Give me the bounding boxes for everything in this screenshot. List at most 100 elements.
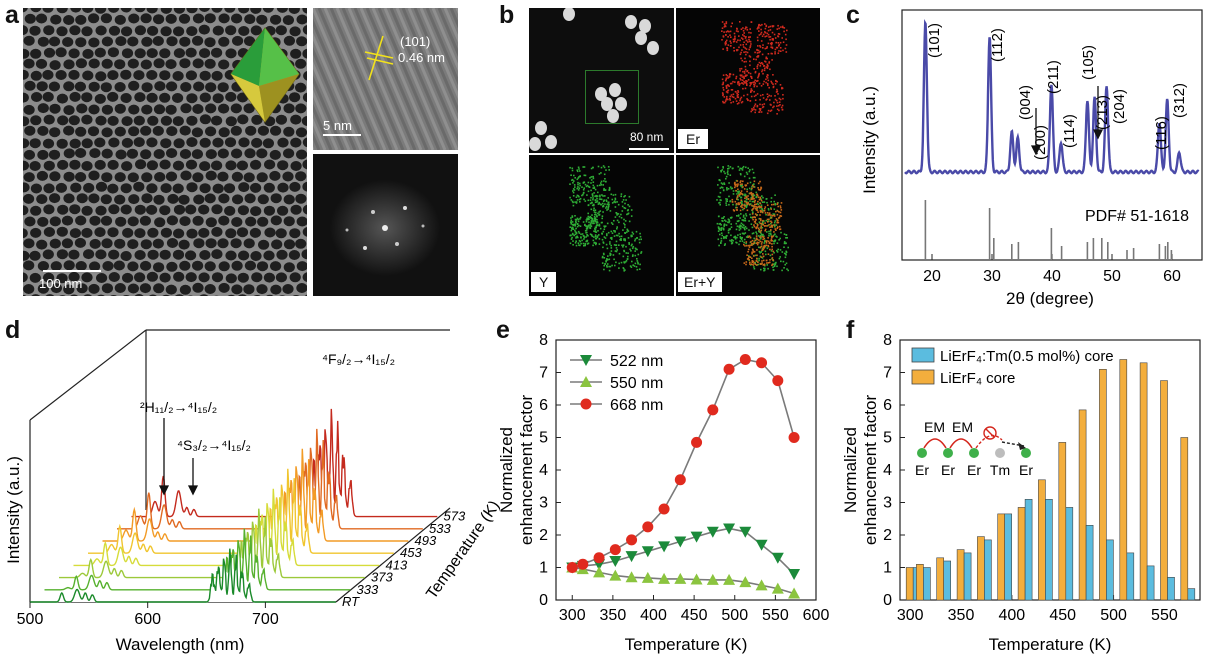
sem-pore	[148, 294, 157, 296]
mapping-signal	[776, 203, 779, 205]
mapping-signal	[758, 231, 761, 233]
sem-pore	[115, 149, 127, 160]
mapping-signal	[776, 219, 778, 221]
mapping-signal	[729, 228, 731, 230]
mapping-signal	[765, 66, 768, 68]
mapping-signal	[770, 222, 772, 225]
mapping-signal	[618, 262, 620, 265]
sem-pore	[250, 8, 262, 14]
sem-pore	[127, 261, 139, 272]
sem-pore	[141, 172, 153, 183]
mapping-signal	[720, 232, 723, 234]
sem-pore	[159, 272, 171, 283]
mapping-signal	[622, 255, 625, 258]
mapping-signal	[606, 247, 609, 250]
mapping-signal	[752, 198, 754, 200]
mapping-signal	[776, 249, 778, 252]
mapping-signal	[738, 203, 741, 206]
sem-pore	[45, 294, 55, 296]
mapping-signal	[721, 219, 723, 222]
mapping-signal	[768, 61, 771, 63]
mapping-signal	[739, 99, 741, 102]
mapping-signal	[774, 202, 776, 205]
mapping-signal	[612, 254, 615, 256]
sem-pore	[75, 172, 87, 182]
mapping-signal	[742, 186, 744, 188]
blocked-arrow	[1001, 441, 1025, 447]
mapping-signal	[779, 205, 782, 207]
mapping-signal	[773, 263, 776, 265]
mapping-signal	[616, 226, 618, 228]
scale-bar	[629, 148, 669, 150]
mapping-signal	[601, 215, 604, 217]
mapping-signal	[570, 219, 573, 222]
sem-pore	[237, 114, 249, 125]
sem-pore	[127, 36, 139, 47]
mapping-signal	[778, 211, 780, 213]
mapping-signal	[579, 170, 581, 172]
mapping-signal	[752, 212, 754, 214]
sem-pore	[296, 261, 307, 272]
mapping-signal	[743, 243, 745, 246]
sem-pore	[173, 26, 185, 37]
sem-pore	[263, 205, 275, 216]
mapping-signal	[720, 186, 723, 188]
mapping-signal	[595, 226, 597, 228]
mapping-signal	[787, 269, 789, 272]
mapping-signal	[751, 77, 753, 79]
sem-pore	[120, 251, 132, 261]
sem-pore	[185, 70, 197, 81]
mapping-signal	[743, 41, 745, 44]
sem-pore	[198, 24, 210, 35]
mapping-signal	[613, 219, 615, 222]
sem-pore	[95, 8, 107, 14]
sem-pore	[275, 114, 287, 125]
sem-pore	[37, 216, 49, 227]
mapping-signal	[589, 233, 592, 235]
mapping-signal	[771, 236, 773, 239]
mapping-signal	[764, 212, 767, 214]
x-tick-label: 500	[17, 611, 44, 628]
mapping-signal	[753, 186, 755, 188]
mapping-signal	[778, 257, 781, 260]
sem-pore	[114, 172, 126, 183]
mapping-signal	[758, 250, 761, 253]
mapping-signal	[771, 59, 773, 61]
sem-pore	[128, 13, 140, 24]
mapping-signal	[746, 29, 749, 31]
sem-pore	[166, 215, 178, 226]
mapping-signal	[777, 221, 780, 224]
mapping-signal	[739, 167, 741, 170]
mapping-signal	[775, 99, 778, 102]
mapping-signal	[762, 196, 764, 199]
mapping-signal	[620, 261, 623, 264]
mapping-signal	[574, 223, 576, 226]
sem-pore	[199, 48, 211, 59]
sem-pore	[211, 249, 223, 260]
mapping-signal	[725, 97, 728, 100]
sem-pore	[50, 283, 62, 294]
mapping-signal	[723, 101, 726, 104]
sem-pore	[29, 25, 41, 36]
mapping-signal	[779, 211, 782, 214]
mapping-signal	[728, 203, 730, 206]
sem-pore	[23, 260, 35, 271]
mapping-signal	[577, 177, 580, 179]
mapping-signal	[735, 49, 738, 51]
mapping-signal	[764, 27, 767, 30]
mapping-signal	[577, 195, 580, 197]
mapping-signal	[748, 220, 750, 222]
mapping-signal	[722, 83, 724, 85]
mapping-signal	[569, 242, 572, 245]
mapping-signal	[636, 237, 638, 239]
sem-pore	[43, 160, 55, 171]
sem-pore	[275, 25, 287, 36]
mapping-signal	[770, 200, 772, 203]
mapping-signal	[767, 42, 770, 45]
mapping-signal	[751, 261, 754, 263]
mapping-signal	[586, 194, 588, 196]
mapping-signal	[727, 77, 729, 79]
sem-pore	[225, 160, 237, 171]
mapping-signal	[742, 38, 744, 40]
mapping-signal	[731, 95, 734, 98]
